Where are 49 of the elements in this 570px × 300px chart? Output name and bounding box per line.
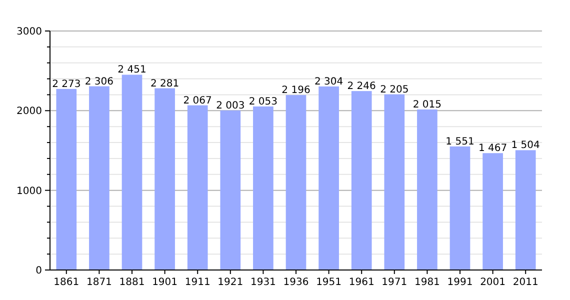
data-label: 2 306 <box>84 76 114 88</box>
data-label: 2 205 <box>380 84 409 96</box>
bar <box>482 153 503 270</box>
bar <box>253 106 274 270</box>
x-tick-label: 1871 <box>86 277 112 288</box>
bar <box>220 110 241 270</box>
x-tick-label: 1901 <box>152 277 178 288</box>
data-label: 2 273 <box>52 78 81 90</box>
data-label: 2 304 <box>314 76 344 88</box>
data-label: 2 067 <box>183 95 212 106</box>
x-tick-label: 1861 <box>54 277 80 288</box>
data-label: 1 504 <box>511 140 540 152</box>
y-tick-label: 1000 <box>16 186 42 197</box>
data-label: 2 451 <box>118 64 146 76</box>
x-tick-label: 1911 <box>184 277 210 288</box>
x-tick-label: 1931 <box>250 277 276 288</box>
bar <box>122 74 142 270</box>
bar <box>89 86 110 270</box>
y-tick-label: 0 <box>36 266 42 276</box>
x-tick-label: 1881 <box>119 277 145 288</box>
bar <box>56 88 77 270</box>
data-label: 2 281 <box>150 78 180 90</box>
data-label: 2 246 <box>347 81 376 92</box>
x-tick-label: 1921 <box>218 277 244 288</box>
bar <box>515 150 536 270</box>
data-label: 1 551 <box>446 136 474 148</box>
data-label: 1 467 <box>478 143 508 154</box>
data-label: 2 015 <box>412 99 442 110</box>
data-label: 2 003 <box>216 100 245 112</box>
bar <box>154 88 175 270</box>
x-tick-label: 2001 <box>480 277 506 288</box>
bar <box>318 86 339 270</box>
x-tick-label: 1951 <box>316 277 342 288</box>
bar <box>417 109 438 270</box>
bar <box>187 105 208 270</box>
x-tick-label: 1971 <box>382 277 408 288</box>
x-tick-label: 2011 <box>512 277 538 288</box>
x-tick-label: 1961 <box>348 277 374 288</box>
x-tick-label: 1936 <box>283 277 309 288</box>
bar <box>351 91 372 270</box>
y-tick-label: 3000 <box>16 26 42 38</box>
bar <box>384 94 405 270</box>
bar <box>286 95 306 270</box>
bar <box>450 146 470 270</box>
x-tick-label: 1981 <box>414 277 440 288</box>
data-label: 2 053 <box>248 96 278 108</box>
x-tick-label: 1991 <box>447 277 473 288</box>
data-label: 2 196 <box>282 85 310 96</box>
y-tick-label: 2000 <box>16 106 42 118</box>
